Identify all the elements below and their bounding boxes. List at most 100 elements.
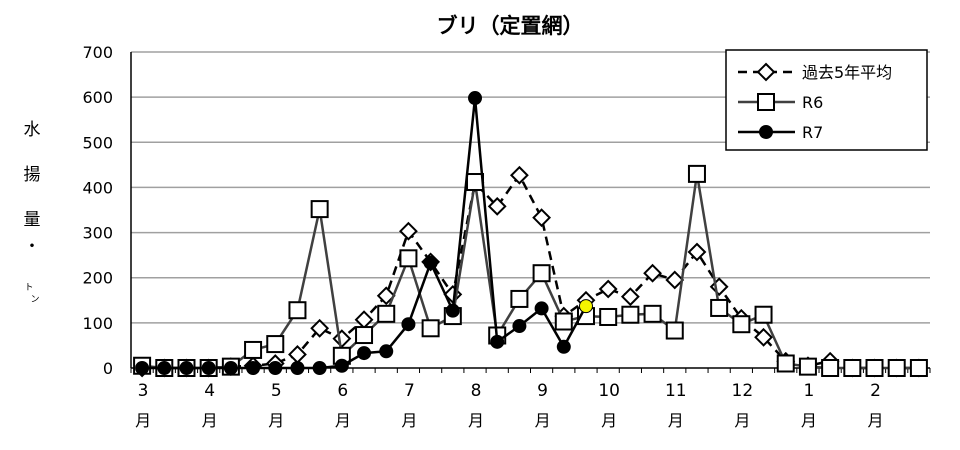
x-tick-label: 12: [732, 381, 754, 401]
y-label-char: 水: [24, 120, 41, 140]
data-point: [510, 289, 529, 308]
x-tick-suffix: 月: [801, 411, 817, 430]
data-point: [821, 359, 840, 377]
data-point: [310, 200, 329, 219]
x-tick-suffix: 月: [268, 411, 284, 430]
data-point: [355, 326, 374, 345]
data-point: [556, 339, 571, 354]
y-tick-label: 700: [82, 43, 113, 62]
legend-marker: [756, 62, 776, 82]
data-point: [445, 303, 460, 318]
data-point: [246, 361, 261, 375]
data-point: [312, 361, 327, 375]
y-tick-label: 600: [82, 88, 113, 107]
x-tick-label: 4: [204, 381, 215, 401]
x-tick-suffix: 月: [668, 411, 684, 430]
data-point: [332, 329, 352, 349]
data-point: [334, 358, 349, 373]
data-point: [534, 301, 549, 316]
y-tick-label: 400: [82, 178, 113, 197]
chart-title: ブリ（定置網）: [437, 14, 584, 38]
y-label-char: 量: [24, 210, 41, 230]
x-tick-suffix: 月: [868, 411, 884, 430]
data-point: [665, 321, 684, 340]
data-point: [754, 305, 773, 324]
legend-marker: [759, 125, 773, 139]
data-point: [665, 270, 685, 290]
data-point: [268, 361, 283, 375]
x-tick-label: 1: [804, 381, 815, 401]
series-R6: [133, 164, 928, 377]
data-point: [399, 249, 418, 268]
data-point: [776, 354, 795, 373]
data-point: [399, 221, 418, 241]
data-point: [532, 264, 551, 283]
legend-label: R7: [802, 123, 823, 142]
data-point: [376, 286, 396, 306]
data-point: [710, 298, 729, 317]
data-point: [135, 361, 150, 375]
x-tick-label: 6: [337, 381, 348, 401]
data-point: [401, 317, 416, 332]
x-tick-suffix: 月: [135, 411, 151, 430]
data-point: [490, 334, 505, 349]
y-label-char: ト: [24, 283, 33, 293]
legend-label: R6: [802, 93, 823, 112]
x-tick-label: 5: [271, 381, 282, 401]
x-tick-label: 9: [537, 381, 548, 401]
data-point: [466, 173, 485, 192]
legend-marker: [757, 93, 775, 111]
legend: 過去5年平均 R6 R7: [725, 49, 928, 151]
data-point: [423, 255, 438, 270]
x-tick-label: 11: [665, 381, 687, 401]
data-point: [620, 287, 640, 307]
grid: [131, 51, 930, 324]
y-axis-label: 水揚量・トン: [24, 120, 41, 305]
x-tick-suffix: 月: [734, 411, 750, 430]
data-point: [509, 165, 529, 185]
data-point: [179, 361, 194, 375]
y-tick-label: 300: [82, 224, 113, 243]
data-point: [487, 196, 507, 216]
data-point: [157, 361, 172, 375]
series-R7: [135, 91, 593, 375]
data-point: [290, 361, 305, 375]
data-point: [223, 361, 238, 375]
data-point: [512, 319, 527, 334]
data-point: [244, 340, 263, 359]
x-tick-suffix: 月: [335, 411, 351, 430]
data-point: [621, 305, 640, 324]
x-tick-suffix: 月: [601, 411, 617, 430]
data-point: [288, 301, 307, 320]
y-label-char: ・: [24, 237, 41, 257]
data-point: [379, 344, 394, 359]
data-point: [909, 359, 928, 377]
x-tick-label: 7: [404, 381, 415, 401]
data-point: [687, 242, 707, 262]
x-tick-label: 2: [870, 381, 881, 401]
data-point: [687, 164, 706, 183]
data-point: [887, 359, 906, 377]
data-point: [554, 312, 573, 331]
data-point: [357, 346, 372, 361]
data-point: [643, 263, 662, 283]
y-tick-label: 100: [82, 314, 113, 333]
x-tick-suffix: 月: [401, 411, 417, 430]
data-point: [643, 304, 662, 323]
data-point: [843, 359, 862, 377]
data-point: [468, 91, 483, 106]
data-point: [732, 315, 751, 334]
data-point: [354, 310, 374, 330]
legend-label: 過去5年平均: [802, 63, 892, 82]
axes: 0 100 200 300 400 500 600 700 3 月 4 月 5 月 6 月 7 月 8 月 9 月 10 月 1…: [82, 43, 931, 430]
x-tick-label: 10: [598, 381, 620, 401]
data-point: [798, 357, 817, 376]
highlight-point: [578, 299, 593, 314]
series-line: [142, 172, 919, 370]
series-group: [132, 91, 929, 378]
x-tick-suffix: 月: [535, 411, 551, 430]
data-point: [421, 319, 440, 338]
data-point: [310, 318, 330, 338]
data-point: [598, 279, 618, 299]
